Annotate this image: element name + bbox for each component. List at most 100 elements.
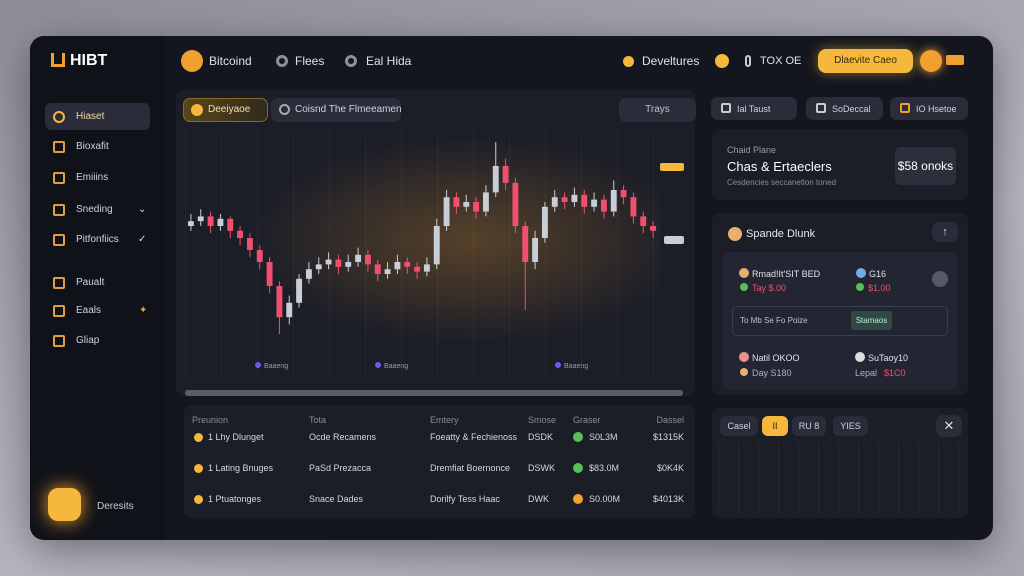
table-cell: Dorilfy Tess Haac: [430, 494, 500, 504]
price-pill: [660, 163, 684, 171]
filter-label[interactable]: Trays: [645, 104, 670, 115]
detail-title: Spande Dlunk: [746, 228, 816, 240]
close-button[interactable]: ✕: [936, 415, 962, 437]
table-header: Preunion: [192, 415, 229, 425]
right-tab-icon: [816, 103, 826, 113]
asset-name: Rmad!It'SIT BED: [752, 269, 821, 279]
status-dot: [856, 283, 864, 291]
menu[interactable]: Develtures: [642, 54, 700, 68]
chart-backdrop: [185, 130, 660, 375]
sidebar-item[interactable]: Emiiins: [76, 172, 109, 183]
candle-body: [620, 190, 627, 198]
table-cell: DSWK: [528, 463, 555, 473]
candle-body: [256, 250, 263, 262]
sidebar-footer[interactable]: Deresits: [97, 501, 134, 512]
mini-tab[interactable]: [792, 416, 826, 436]
mini-tab[interactable]: [720, 416, 758, 436]
chart-tab-label[interactable]: Deeiyaoe: [208, 104, 251, 115]
chart-tab-label[interactable]: Coisnd The Flmeeamen: [295, 104, 402, 115]
status-icon: [715, 54, 729, 68]
right-tab-label[interactable]: IO Hsetoe: [916, 104, 957, 114]
badge: ✦: [139, 305, 148, 316]
account-icon: [745, 55, 751, 67]
asset-name: G16: [869, 269, 887, 279]
status-dot: [573, 432, 583, 442]
mini-tab-label[interactable]: YIES: [840, 421, 861, 431]
scrollbar[interactable]: [185, 390, 683, 396]
candle-body: [571, 194, 578, 202]
sidebar-item[interactable]: Hiaset: [76, 111, 105, 122]
marker-label: Baaeng: [564, 363, 588, 370]
sidebar-item[interactable]: Pitfonfiics: [76, 234, 119, 245]
chart-tab[interactable]: [271, 98, 401, 122]
right-tab[interactable]: [890, 97, 968, 120]
expand-button[interactable]: ↑: [932, 222, 958, 242]
candle-body: [423, 264, 430, 272]
candle-body: [502, 166, 509, 183]
candle-body: [237, 230, 244, 238]
candle-body: [246, 238, 253, 250]
nav-item[interactable]: Flees: [295, 54, 325, 68]
mini-tab[interactable]: [762, 416, 788, 436]
candle-body: [325, 259, 332, 265]
mini-grid: [718, 443, 962, 513]
table-cell: $1315K: [652, 432, 684, 442]
nav-icon: [345, 55, 357, 67]
mini-tab[interactable]: [833, 416, 868, 436]
candle-body: [374, 264, 381, 274]
mini-tab-label[interactable]: RU 8: [798, 421, 820, 431]
sidebar-item[interactable]: Sneding: [76, 204, 113, 215]
header-button-label[interactable]: Dlaevite Caeo: [834, 55, 897, 66]
candle-body: [207, 216, 214, 226]
table-cell[interactable]: 1 Lating Bnuges: [208, 463, 274, 473]
status-dot: [573, 463, 583, 473]
right-tab[interactable]: [806, 97, 883, 120]
nav-item[interactable]: Bitcoind: [209, 54, 252, 68]
table-cell[interactable]: 1 Ptuatonges: [208, 494, 262, 504]
candle-body: [492, 166, 499, 193]
table-header: Tota: [309, 415, 327, 425]
sidebar-item[interactable]: Paualt: [76, 277, 105, 288]
summary-title: Chas & Ertaeclers: [727, 159, 832, 174]
marker-dot: [375, 362, 381, 368]
table-header: Graser: [573, 415, 601, 425]
right-tab-label[interactable]: SoDeccal: [832, 104, 871, 114]
nav-item[interactable]: Eal Hida: [366, 54, 412, 68]
table-cell[interactable]: 1 Lhy Dlunget: [208, 432, 264, 442]
candle-body: [512, 182, 519, 226]
avatar-tab: [946, 55, 964, 65]
sidebar-icon: [53, 305, 65, 317]
marker-label: Baaeng: [384, 363, 408, 370]
chevron[interactable]: ⌄: [138, 204, 147, 215]
candle-body: [305, 269, 312, 279]
marker-dot: [255, 362, 261, 368]
footer-icon[interactable]: [48, 488, 81, 521]
candle-body: [276, 286, 283, 318]
summary-value: $58 onoks: [897, 159, 954, 173]
detail-box-button[interactable]: [851, 311, 892, 330]
mini-tab-label[interactable]: II: [772, 421, 778, 431]
right-tab[interactable]: [711, 97, 797, 120]
candle-body: [286, 302, 293, 318]
sidebar-item[interactable]: Bioxafit: [76, 141, 109, 152]
candle-body: [453, 197, 460, 207]
toggle[interactable]: [932, 271, 948, 287]
account[interactable]: TOX OE: [760, 55, 802, 67]
table-cell: Dremfiat Boernonce: [430, 463, 511, 473]
coin-icon: [181, 50, 203, 72]
sidebar-item[interactable]: Gliap: [76, 335, 100, 346]
detail-box-label: To Mb Se Fo Poize: [740, 316, 808, 325]
sidebar-item[interactable]: Eaals: [76, 305, 102, 316]
header-button[interactable]: [818, 49, 913, 73]
avatar[interactable]: [920, 50, 942, 72]
candle-body: [532, 238, 539, 262]
detail-box-button-label[interactable]: Stamaos: [855, 316, 888, 325]
asset-icon: [856, 268, 866, 278]
mini-tab-label[interactable]: Casel: [727, 421, 751, 431]
right-tab-label[interactable]: Ial Taust: [737, 104, 771, 114]
asset-price: Day S180: [752, 368, 792, 378]
candle-body: [187, 221, 194, 226]
asset-price: $1.00: [868, 283, 891, 293]
filter[interactable]: [619, 98, 696, 122]
